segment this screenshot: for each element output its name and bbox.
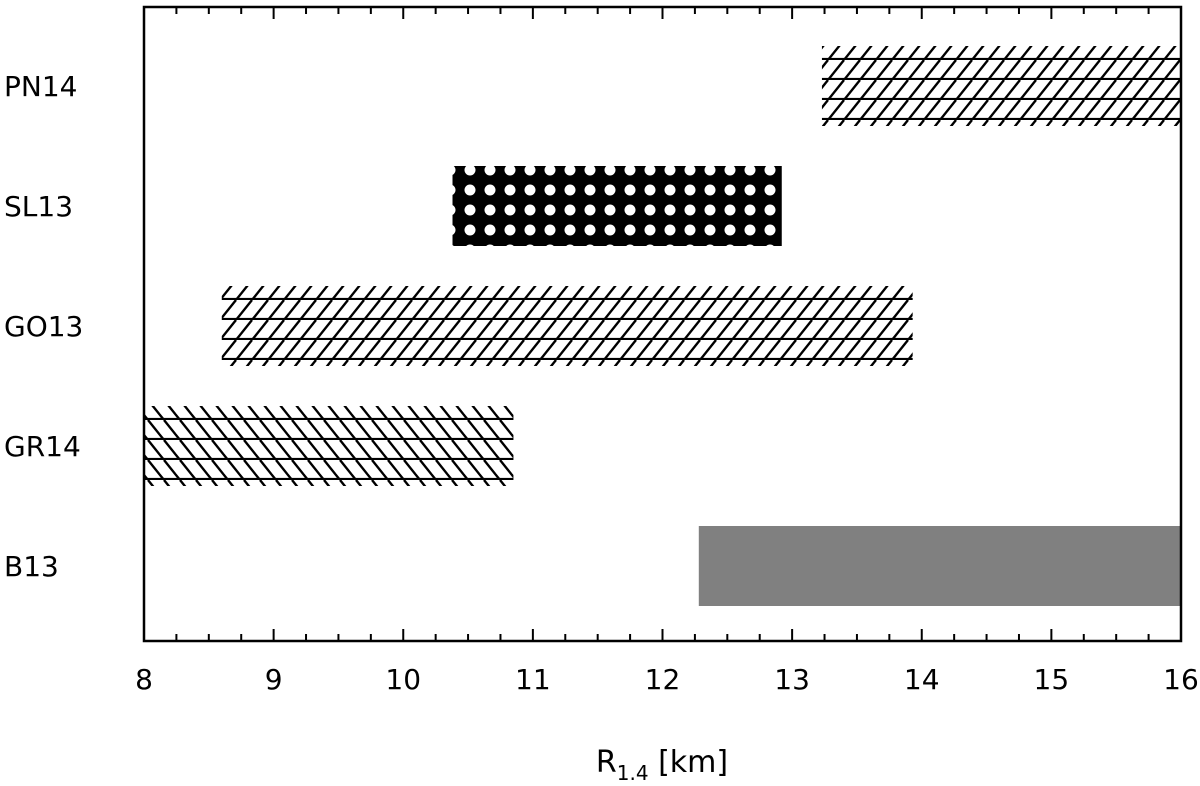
x-tick-labels: 8 9 10 11 12 13 14 15 16 (135, 663, 1199, 696)
x-tick-label: 15 (1034, 663, 1070, 696)
x-tick-label: 13 (774, 663, 810, 696)
x-axis-label-space (649, 745, 659, 780)
x-axis-label-subscript: 1.4 (617, 761, 649, 785)
range-bar-go13 (221, 286, 913, 366)
range-bars (144, 46, 1181, 606)
range-bar-sl13 (452, 166, 782, 246)
range-bar-gr14 (144, 406, 514, 486)
category-label-pn14: PN14 (4, 70, 77, 103)
x-tick-label: 14 (904, 663, 940, 696)
category-label-gr14: GR14 (4, 430, 81, 463)
x-tick-label: 12 (645, 663, 681, 696)
category-label-go13: GO13 (4, 310, 83, 343)
x-tick-label: 9 (265, 663, 283, 696)
category-labels: PN14 SL13 GO13 GR14 B13 (4, 70, 83, 583)
range-bar-pn14 (821, 46, 1181, 126)
x-tick-label: 16 (1163, 663, 1199, 696)
range-bar-b13 (698, 526, 1181, 606)
x-axis-label-main: R (596, 745, 617, 780)
x-tick-label: 11 (515, 663, 551, 696)
category-label-sl13: SL13 (4, 190, 73, 223)
category-label-b13: B13 (4, 550, 59, 583)
plot-frame (142, 5, 1183, 643)
x-tick-label: 10 (385, 663, 421, 696)
x-axis-label: R1.4 [km] (596, 745, 728, 785)
x-tick-label: 8 (135, 663, 153, 696)
x-axis-label-unit: [km] (658, 745, 728, 780)
